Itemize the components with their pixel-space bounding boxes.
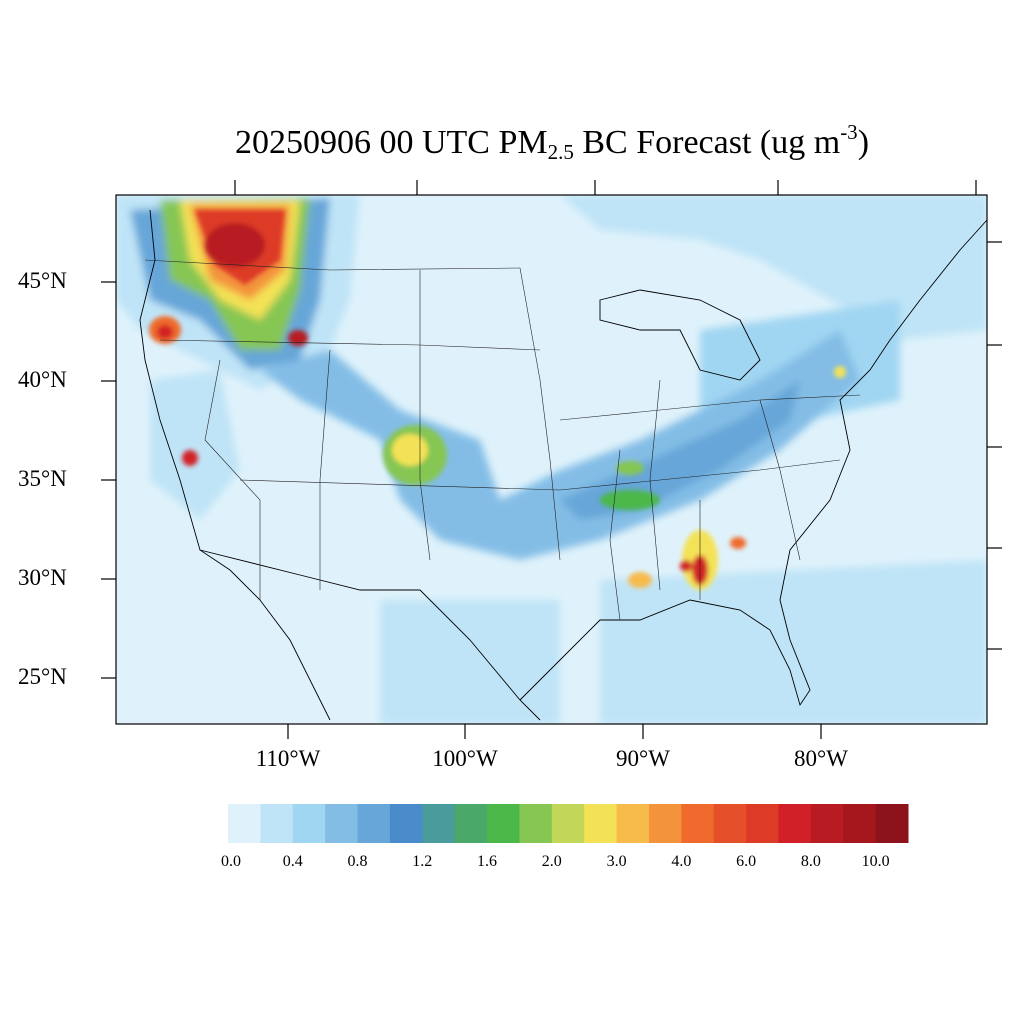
colorbar-swatch	[875, 804, 909, 843]
state-borders	[144, 259, 861, 621]
colorbar-swatch	[228, 804, 261, 843]
lon-label-90: 90°W	[616, 746, 670, 771]
colorbar	[228, 804, 909, 843]
axis-ticks	[101, 180, 1002, 739]
colorbar-label: 4.0	[671, 853, 692, 870]
lon-label-80: 80°W	[794, 746, 848, 771]
colorbar-swatch	[713, 804, 747, 843]
colorbar-swatch	[389, 804, 423, 843]
colorbar-label: 6.0	[736, 853, 757, 870]
coastlines	[139, 209, 987, 721]
map-title: 20250906 00 UTC PM2.5 BC Forecast (ug m-…	[234, 120, 870, 164]
lat-label-35: 35°N	[18, 466, 67, 491]
colorbar-swatch	[519, 804, 553, 843]
colorbar-swatch	[260, 804, 294, 843]
colorbar-swatch	[746, 804, 779, 843]
colorbar-label: 0.4	[282, 853, 303, 870]
colorbar-swatch	[810, 804, 844, 843]
colorbar-swatch	[422, 804, 456, 843]
lon-label-110: 110°W	[255, 746, 321, 771]
colorbar-swatch	[843, 804, 877, 843]
concentration-field	[116, 195, 987, 724]
colorbar-swatch	[292, 804, 326, 843]
colorbar-swatch	[584, 804, 618, 843]
colorbar-swatch	[487, 804, 520, 843]
colorbar-label: 2.0	[541, 853, 562, 870]
lon-label-100: 100°W	[432, 746, 498, 771]
colorbar-label: 10.0	[861, 853, 890, 870]
lat-label-40: 40°N	[18, 367, 67, 392]
colorbar-swatch	[454, 804, 488, 843]
map-frame	[115, 194, 988, 725]
lat-label-30: 30°N	[18, 565, 67, 590]
colorbar-swatch	[325, 804, 359, 843]
colorbar-label: 1.6	[477, 853, 498, 870]
colorbar-swatch	[648, 804, 682, 843]
colorbar-label: 1.2	[412, 853, 433, 870]
colorbar-label: 0.8	[347, 853, 368, 870]
lat-label-45: 45°N	[18, 268, 67, 293]
lat-label-25: 25°N	[18, 664, 67, 689]
colorbar-swatch	[551, 804, 585, 843]
colorbar-label: 0.0	[221, 853, 241, 870]
colorbar-swatch	[681, 804, 715, 843]
colorbar-swatch	[357, 804, 391, 843]
colorbar-label: 8.0	[800, 853, 821, 870]
colorbar-label: 3.0	[606, 853, 627, 870]
colorbar-swatch	[616, 804, 650, 843]
colorbar-swatch	[778, 804, 812, 843]
